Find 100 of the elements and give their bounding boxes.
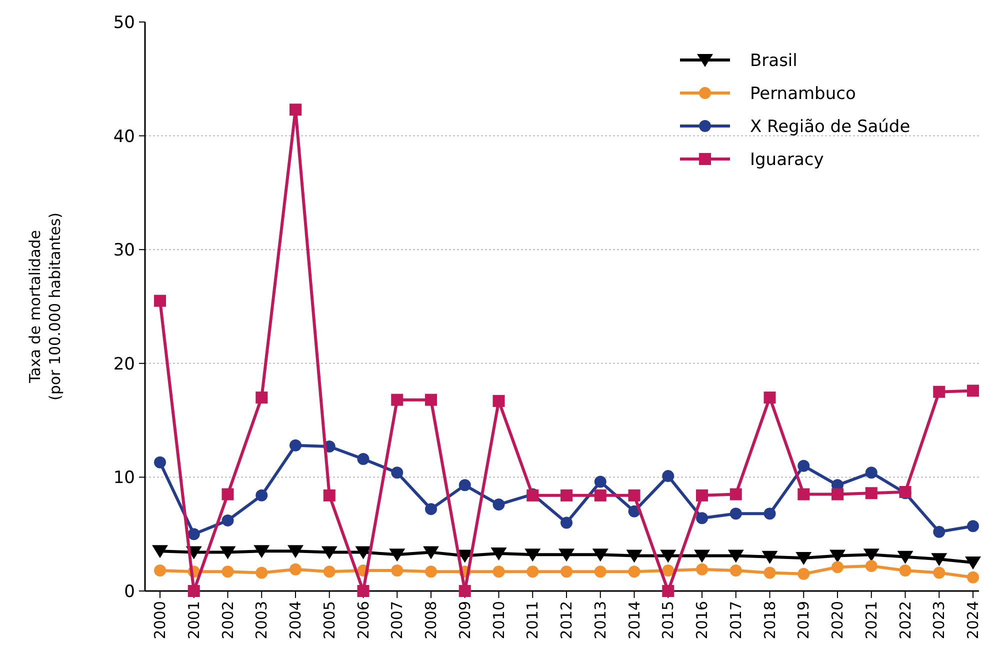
point [357,585,370,597]
y-tick-label: 10 [113,468,135,488]
point [830,550,846,563]
point [391,564,404,577]
point [696,512,708,524]
legend-label: X Região de Saúde [750,116,910,137]
point [290,439,302,452]
x-tick-label: 2008 [422,601,440,640]
x-tick-label: 2017 [726,601,745,640]
point [492,566,505,578]
point [762,550,778,564]
point [256,489,268,502]
point [899,564,912,577]
point [425,394,437,406]
y-tick-label: 40 [113,126,135,147]
point [594,489,606,502]
y-tick-label: 20 [113,354,135,374]
point [933,386,946,398]
point [897,550,914,564]
point [798,488,810,500]
legend-label: Iguaracy [750,150,824,170]
point [696,489,708,502]
point [154,564,166,577]
point [290,104,302,116]
point [933,566,946,579]
point [730,508,742,520]
point [730,488,742,500]
x-tick-label: 2022 [896,601,914,640]
point [662,564,674,577]
x-tick-label: 2007 [388,601,406,640]
point [423,546,439,560]
point [154,456,166,468]
point [965,556,981,570]
point [967,520,979,532]
point [425,503,437,516]
point [323,489,336,502]
point [152,545,168,558]
point [594,566,606,578]
x-tick-label: 2003 [252,601,271,640]
point [798,460,810,472]
point [967,384,979,397]
point [560,566,572,578]
legend-label: Pernambuco [750,84,856,104]
point [662,585,674,597]
point [220,546,236,560]
x-tick-label: 2016 [693,601,711,640]
point [355,546,372,560]
point [222,566,234,578]
x-tick-label: 2024 [964,601,982,640]
legend-label: Brasil [750,50,798,71]
point [628,566,640,578]
x-tick-label: 2018 [760,601,779,640]
point [594,476,606,488]
point [628,489,640,502]
point [458,585,471,597]
point [492,394,505,407]
x-tick-label: 2011 [524,601,542,640]
point [492,498,505,511]
x-tick-label: 2023 [930,601,948,640]
x-tick-label: 2015 [659,601,678,640]
point [458,479,471,492]
x-tick-label: 2002 [218,601,237,640]
point [967,571,979,584]
point [863,548,880,562]
point [222,488,234,500]
point [154,294,166,307]
point [832,561,844,574]
y-tick-label: 0 [124,582,135,602]
point [694,550,710,563]
x-tick-label: 2005 [320,601,338,640]
point [425,566,437,578]
point [254,545,270,558]
point [931,553,948,566]
point [389,548,406,562]
point [865,466,878,479]
point [764,566,776,579]
point [696,563,708,576]
point [188,528,200,540]
x-tick-label: 2021 [862,601,880,640]
point [865,560,878,572]
point [526,566,539,578]
y-tick-label: 30 [113,240,135,261]
point [391,394,404,406]
point [391,466,404,479]
point [798,568,810,580]
y-tick-label: 50 [113,12,135,33]
x-tick-label: 2019 [794,601,813,640]
point [660,550,676,563]
point [560,489,572,502]
point [290,563,302,576]
point [222,514,234,526]
x-tick-label: 2014 [625,601,644,640]
x-tick-label: 2020 [828,601,846,640]
point [256,566,268,579]
point [560,516,572,529]
point [256,392,268,404]
x-tick-label: 2006 [354,601,372,640]
point [796,552,812,565]
point [933,526,946,538]
x-tick-label: 2000 [151,601,169,640]
